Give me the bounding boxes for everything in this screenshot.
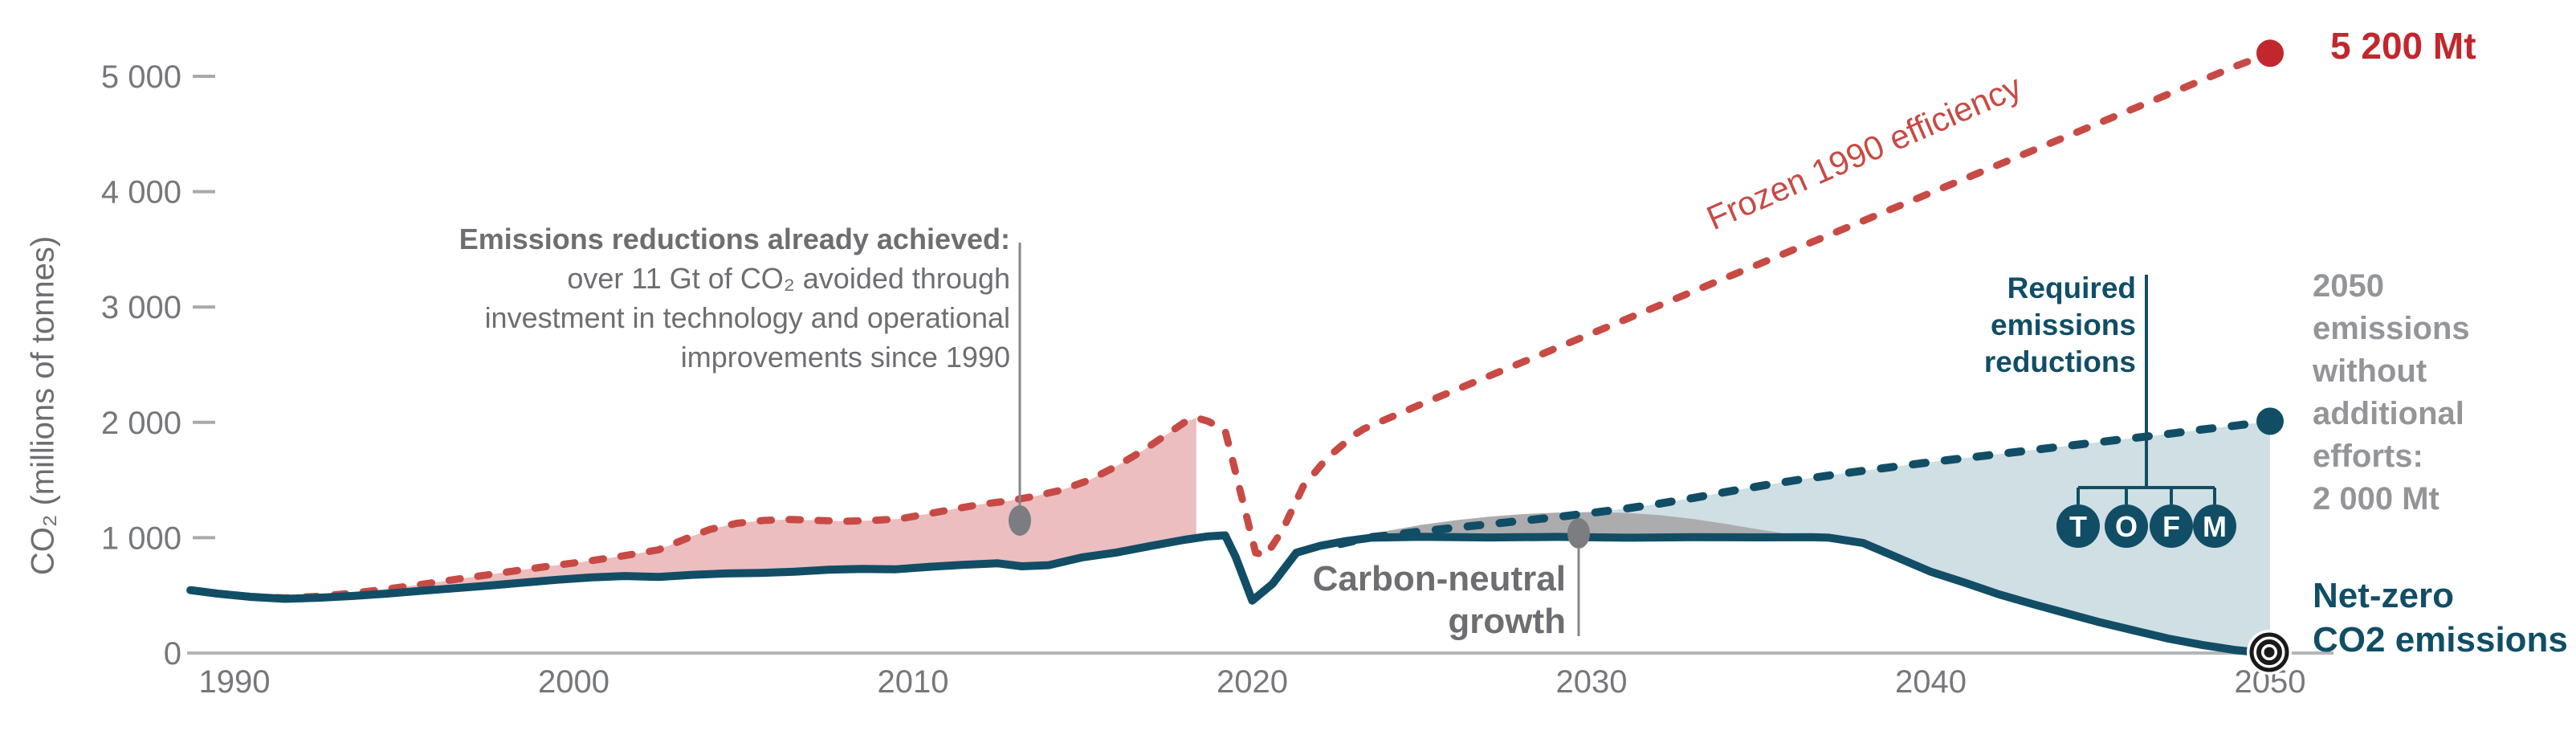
annotation-required-reductions: Required emissions reductions [1984, 270, 2136, 381]
annotation-without-line1: 2050 [2313, 268, 2384, 304]
annotation-without-line6: 2 000 Mt [2313, 481, 2439, 516]
annotation-required-line2: emissions [1991, 308, 2136, 341]
annotation-achieved-line3: improvements since 1990 [680, 341, 1010, 374]
static-overlays: T O F M [1009, 243, 2292, 675]
x-tick-label: 1990 [199, 664, 271, 700]
y-tick-label: 2 000 [101, 406, 181, 441]
net-zero-target-icon [2247, 630, 2292, 675]
x-tick-label: 2000 [538, 664, 609, 700]
annotation-without-line4: additional [2313, 396, 2464, 431]
annotation-carbon-neutral: Carbon-neutral growth [1313, 557, 1566, 643]
x-tick-label: 2040 [1895, 664, 1967, 700]
generated-chart-layers: 5 000 4 000 3 000 2 000 1 000 0 1990 2000 2010 20… [101, 39, 2333, 700]
lever-f-label: F [2162, 510, 2180, 543]
lever-m-icon [2193, 504, 2236, 548]
annotation-achieved-title: Emissions reductions already achieved: [459, 223, 1010, 255]
series-2050-emissions-without-additional-efforts [1336, 417, 2274, 549]
y-tick-label: 3 000 [101, 290, 181, 325]
lever-t-icon [2056, 504, 2100, 548]
annotation-without-efforts: 2050 emissions without additional effort… [2313, 265, 2470, 521]
annotation-carbon-neutral-line2: growth [1448, 602, 1566, 641]
lever-m-label: M [2203, 510, 2227, 543]
annotation-net-zero-line2: CO2 emissions [2313, 620, 2568, 659]
y-tick-label: 4 000 [101, 175, 181, 210]
end-marker-2-000-Mt [2256, 407, 2284, 435]
lever-t-label: T [2069, 510, 2087, 543]
required-reductions-bracket [2077, 275, 2216, 504]
annotation-required-line1: Required [2007, 272, 2136, 304]
x-tick-label: 2030 [1556, 664, 1628, 700]
end-marker-5-200-Mt [2256, 39, 2284, 67]
y-tick-label: 5 000 [101, 59, 181, 95]
annotation-net-zero-line1: Net-zero [2313, 576, 2455, 615]
area-carbon-neutral-growth [1363, 512, 1829, 539]
lever-o-label: O [2115, 510, 2138, 543]
series-aviation-net-co2-emissions-pathway [186, 531, 2274, 657]
y-tick-label: 1 000 [101, 521, 181, 556]
annotation-without-line2: emissions [2313, 311, 2470, 346]
annotation-net-zero: Net-zero CO2 emissions [2313, 574, 2568, 662]
lever-o-icon [2105, 504, 2148, 548]
annotation-5200mt: 5 200 Mt [2330, 25, 2476, 67]
y-axis-title: CO₂ (millions of tonnes) [25, 235, 61, 576]
lever-f-icon [2150, 504, 2193, 548]
annotation-without-line5: efforts: [2313, 439, 2423, 474]
annotation-achieved-line2: investment in technology and operational [484, 301, 1010, 334]
area-emissions-reductions-already-achieved [329, 418, 1196, 598]
achieved-pointer-dot [1009, 505, 1031, 536]
x-tick-label: 2020 [1217, 664, 1288, 700]
annotation-required-line3: reductions [1983, 345, 2136, 378]
tofm-levers: T O F M [2056, 504, 2236, 548]
carbon-neutral-pointer-dot [1567, 518, 1590, 549]
x-tick-label: 2010 [878, 664, 949, 700]
series-frozen-1990-efficiency [186, 49, 2274, 602]
annotation-carbon-neutral-line1: Carbon-neutral [1312, 559, 1566, 598]
annotation-achieved-line1: over 11 Gt of CO₂ avoided through [567, 262, 1010, 295]
y-tick-label: 0 [164, 636, 181, 672]
annotation-without-line3: without [2313, 353, 2427, 389]
annotation-achieved: Emissions reductions already achieved: o… [459, 219, 1010, 377]
